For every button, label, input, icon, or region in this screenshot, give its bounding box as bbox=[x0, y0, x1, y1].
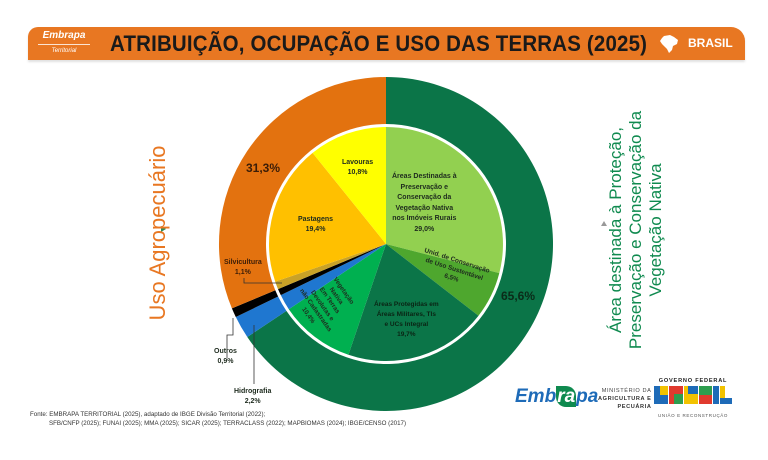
source-note: Fonte: EMBRAPA TERRITORIAL (2025), adapt… bbox=[30, 411, 407, 427]
slice-unid-conservacao bbox=[386, 244, 500, 316]
embrapa-logo: Embrapa bbox=[515, 386, 599, 407]
outer-segment-protecao bbox=[247, 77, 554, 412]
slice-outros bbox=[278, 244, 386, 296]
slice-areas-protegidas bbox=[348, 244, 479, 362]
brasil-colorful-wordmark-icon bbox=[654, 386, 732, 404]
title-banner: Embrapa Territorial ATRIBUIÇÃO, OCUPAÇÃO… bbox=[28, 27, 745, 60]
slice-hidrografia bbox=[280, 244, 386, 310]
outer-segment-agro bbox=[218, 77, 386, 309]
side-label-protecao: Área destinada à Proteção, Preservação e… bbox=[606, 110, 665, 350]
page-title: ATRIBUIÇÃO, OCUPAÇÃO E USO DAS TERRAS (2… bbox=[110, 31, 648, 56]
outros-label: Outros 0,9% bbox=[214, 348, 237, 365]
side-label-uso-agropecuario: Uso Agropecuário bbox=[145, 145, 170, 321]
governo-federal-logo: GOVERNO FEDERAL UNIÃO E RECONSTRUÇÃO bbox=[652, 378, 734, 418]
outer-segment-hidrografia bbox=[235, 296, 287, 337]
areas-protegidas-label: Áreas Protegidas em Áreas Militares, TIs… bbox=[374, 301, 439, 338]
slice-silvicultura bbox=[275, 244, 386, 290]
region-label: BRASIL bbox=[688, 36, 733, 50]
footer-logos: Embrapa MINISTÉRIO DA AGRICULTURA E PECU… bbox=[510, 378, 750, 428]
hidrografia-label: Hidrografia 2,2% bbox=[234, 388, 272, 405]
chevron-up-icon bbox=[601, 221, 607, 226]
outer-protecao-value: 65,6% bbox=[501, 289, 536, 303]
lavouras-label: Lavouras 10,8% bbox=[342, 159, 374, 176]
inner-pie bbox=[268, 127, 503, 362]
slice-areas-destinadas bbox=[386, 127, 503, 274]
brazil-map-icon bbox=[660, 35, 678, 53]
slice-devolutas bbox=[288, 244, 386, 355]
embrapa-territorial-logo: Embrapa Territorial bbox=[38, 29, 90, 58]
outer-ring bbox=[218, 77, 554, 412]
slice-pastagens bbox=[268, 152, 386, 282]
chevron-right-icon bbox=[161, 226, 166, 232]
leader-lines bbox=[226, 278, 282, 384]
pastagens-label: Pastagens 19,4% bbox=[298, 216, 334, 233]
outer-agro-value: 31,3% bbox=[246, 161, 281, 175]
slice-lavouras bbox=[312, 127, 386, 244]
silvicultura-label: Silvicultura 1,1% bbox=[224, 259, 262, 276]
ministerio-logo: MINISTÉRIO DA AGRICULTURA E PECUÁRIA bbox=[598, 388, 652, 410]
outer-segment-outros bbox=[231, 290, 279, 317]
areas-destinadas-label: Áreas Destinadas à Preservação e Conserv… bbox=[392, 173, 457, 233]
